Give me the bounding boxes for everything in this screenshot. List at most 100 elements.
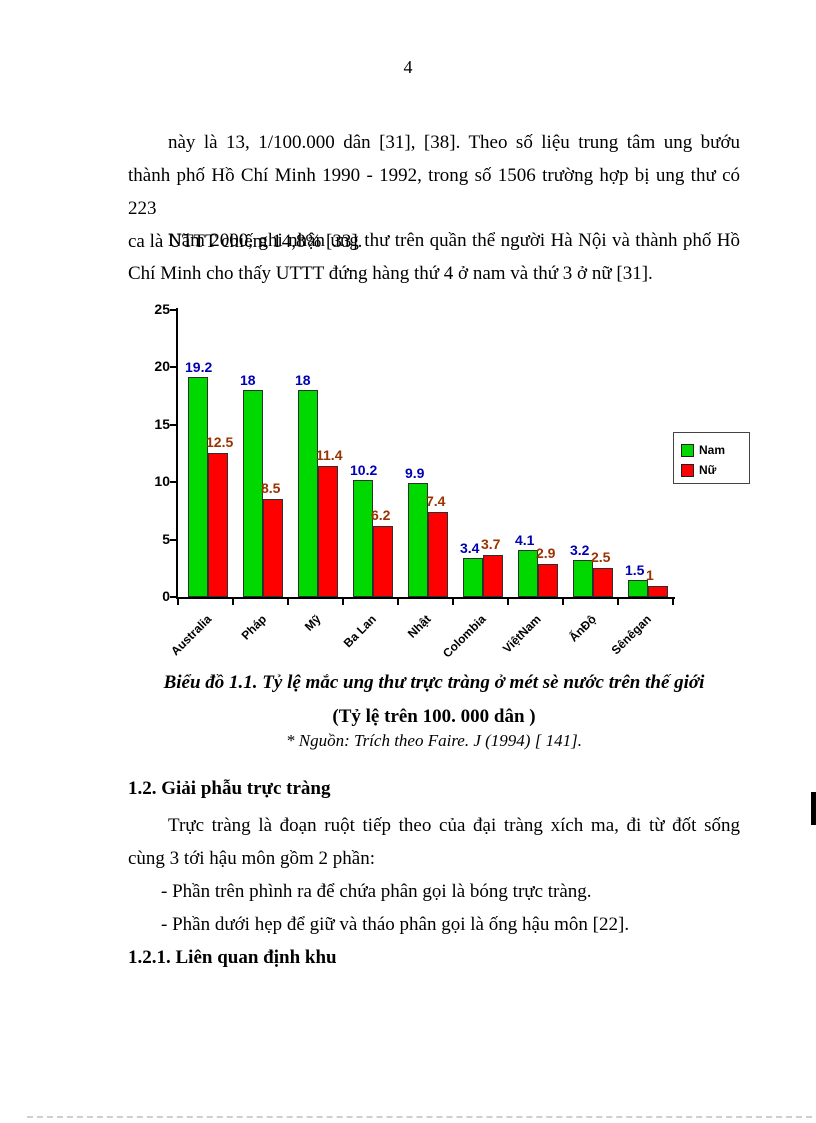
page-edge-mark: [811, 792, 816, 825]
bar-series0-ViệtNam: [518, 550, 538, 597]
bar-value-label: 18: [240, 372, 256, 388]
x-category-label: ẤnĐộ: [566, 612, 599, 645]
x-axis-tick: [232, 599, 234, 605]
legend-label-nam: Nam: [699, 443, 726, 457]
y-axis-tick: [170, 596, 177, 598]
paragraph-line: thành phố Hồ Chí Minh 1990 - 1992, trong…: [128, 165, 740, 219]
bar-value-label: 11.4: [316, 447, 343, 463]
bar-series1-ViệtNam: [538, 564, 558, 597]
y-axis-line: [176, 308, 178, 599]
x-category-label: Sênêgan: [608, 612, 654, 658]
x-category-label: Australia: [167, 612, 214, 659]
x-axis-line: [176, 597, 675, 599]
x-axis-tick: [452, 599, 454, 605]
y-axis-tick-label: 10: [154, 473, 170, 490]
bar-value-label: 6.2: [371, 507, 391, 523]
bar-series1-Mỹ: [318, 466, 338, 597]
bar-value-label: 19.2: [185, 359, 213, 375]
bar-series1-Pháp: [263, 499, 283, 597]
x-category-label: ViệtNam: [500, 612, 544, 656]
y-axis-tick: [170, 366, 177, 369]
x-category-label: Mỹ: [302, 612, 324, 634]
bar-value-label: 12.5: [206, 434, 234, 450]
bar-series1-Sênêgan: [648, 586, 668, 597]
x-category-label: Colombia: [440, 612, 489, 661]
section-subheading: 1.2.1. Liên quan định khu: [128, 947, 337, 968]
bar-value-label: 4.1: [515, 532, 535, 548]
bar-series0-Nhật: [408, 483, 428, 597]
paragraph-1: này là 13, 1/100.000 dân [31], [38]. The…: [128, 126, 740, 258]
legend-item-nam: Nam: [681, 440, 749, 460]
y-axis-tick-label: 15: [154, 415, 170, 432]
bar-series0-Mỹ: [298, 390, 318, 597]
bar-value-label: 9.9: [405, 465, 425, 481]
paragraph-line: Năm 2000, ghi nhận ung thư trên quần thể…: [168, 230, 740, 251]
bar-series1-Nhật: [428, 512, 448, 597]
bar-value-label: 3.7: [481, 536, 501, 552]
chart-caption-source: * Nguồn: Trích theo Faire. J (1994) [ 14…: [286, 731, 582, 750]
page-number: 4: [403, 57, 413, 77]
x-category-label: Ba Lan: [340, 612, 379, 651]
bar-series0-Colombia: [463, 558, 483, 597]
x-axis-tick: [672, 599, 674, 605]
x-axis-tick: [507, 599, 509, 605]
bullet-line: - Phần dưới hẹp để giữ và tháo phân gọi …: [161, 914, 630, 935]
bar-value-label: 18: [295, 372, 311, 388]
legend-item-nu: Nữ: [681, 460, 749, 480]
bullet-line: - Phần trên phình ra để chứa phân gọi là…: [161, 881, 592, 902]
bar-value-label: 2.9: [536, 545, 556, 561]
y-axis-tick: [170, 309, 177, 311]
y-axis-tick: [170, 481, 177, 484]
legend-label-nu: Nữ: [699, 463, 717, 477]
x-axis-tick: [177, 599, 179, 605]
legend-swatch-nam: [681, 443, 694, 457]
x-category-label: Nhật: [405, 612, 434, 641]
paragraph-2: Năm 2000, ghi nhận ung thư trên quần thể…: [128, 224, 740, 290]
bar-series0-Sênêgan: [628, 580, 648, 597]
bar-series0-Ba Lan: [353, 480, 373, 597]
x-axis-tick: [342, 599, 344, 605]
x-category-label: Pháp: [238, 612, 269, 643]
chart-caption: Biểu đồ 1.1. Tỷ lệ mắc ung thư trực tràn…: [128, 670, 740, 752]
x-axis-tick: [617, 599, 619, 605]
bar-value-label: 8.5: [261, 480, 281, 496]
y-axis-tick-label: 0: [162, 588, 170, 604]
bar-value-label: 3.4: [460, 540, 480, 556]
bar-series1-Ba Lan: [373, 526, 393, 597]
y-axis-tick-label: 25: [154, 301, 170, 317]
bar-chart: 0 5 10 15 20 25 19.2 18 18 10.2 9.9 3.4 4.1 3.2 1.5 12.…: [140, 300, 760, 665]
y-axis-tick-label: 20: [154, 358, 170, 375]
paragraph-line: ca là UTTT chiếm 14,8% [33].: [128, 231, 363, 252]
section-heading: 1.2. Giải phẫu trực tràng: [128, 778, 331, 799]
bar-value-label: 3.2: [570, 542, 590, 558]
bar-series0-Australia: [188, 377, 208, 597]
page-bottom-dashed-line: [27, 1116, 812, 1118]
paragraph-line: Trực tràng là đoạn ruột tiếp theo của đạ…: [168, 815, 740, 836]
bar-series0-Pháp: [243, 390, 263, 597]
paragraph-line: Chí Minh cho thấy UTTT đứng hàng thứ 4 ở…: [128, 263, 653, 284]
y-axis-tick-label: 5: [162, 530, 170, 547]
legend-swatch-nu: [681, 463, 694, 477]
paragraph-line: này là 13, 1/100.000 dân [31], [38]. The…: [168, 132, 740, 153]
chart-caption-title: Biểu đồ 1.1. Tỷ lệ mắc ung thư trực tràn…: [163, 672, 705, 693]
chart-plot-area: 0 5 10 15 20 25 19.2 18 18 10.2 9.9 3.4 4.1 3.2 1.5 12.…: [140, 300, 760, 665]
x-axis-tick: [562, 599, 564, 605]
bar-series1-ẤnĐộ: [593, 568, 613, 597]
chart-caption-subtitle: (Tỷ lệ trên 100. 000 dân ): [332, 706, 536, 727]
chart-legend: Nam Nữ: [673, 432, 750, 484]
bar-series1-Colombia: [483, 555, 503, 597]
bar-value-label: 1: [646, 567, 654, 583]
x-axis-tick: [397, 599, 399, 605]
x-axis-tick: [287, 599, 289, 605]
bar-value-label: 7.4: [426, 493, 446, 509]
section-1-2: 1.2. Giải phẫu trực tràng Trực tràng là …: [128, 772, 740, 974]
paragraph-line: cùng 3 tới hậu môn gồm 2 phần:: [128, 848, 375, 869]
y-axis-tick: [170, 423, 177, 426]
bar-value-label: 2.5: [591, 549, 611, 565]
bar-value-label: 10.2: [350, 462, 378, 478]
bar-value-label: 1.5: [625, 562, 645, 578]
y-axis-tick: [170, 538, 177, 541]
bar-series0-ẤnĐộ: [573, 560, 593, 597]
bar-series1-Australia: [208, 453, 228, 597]
